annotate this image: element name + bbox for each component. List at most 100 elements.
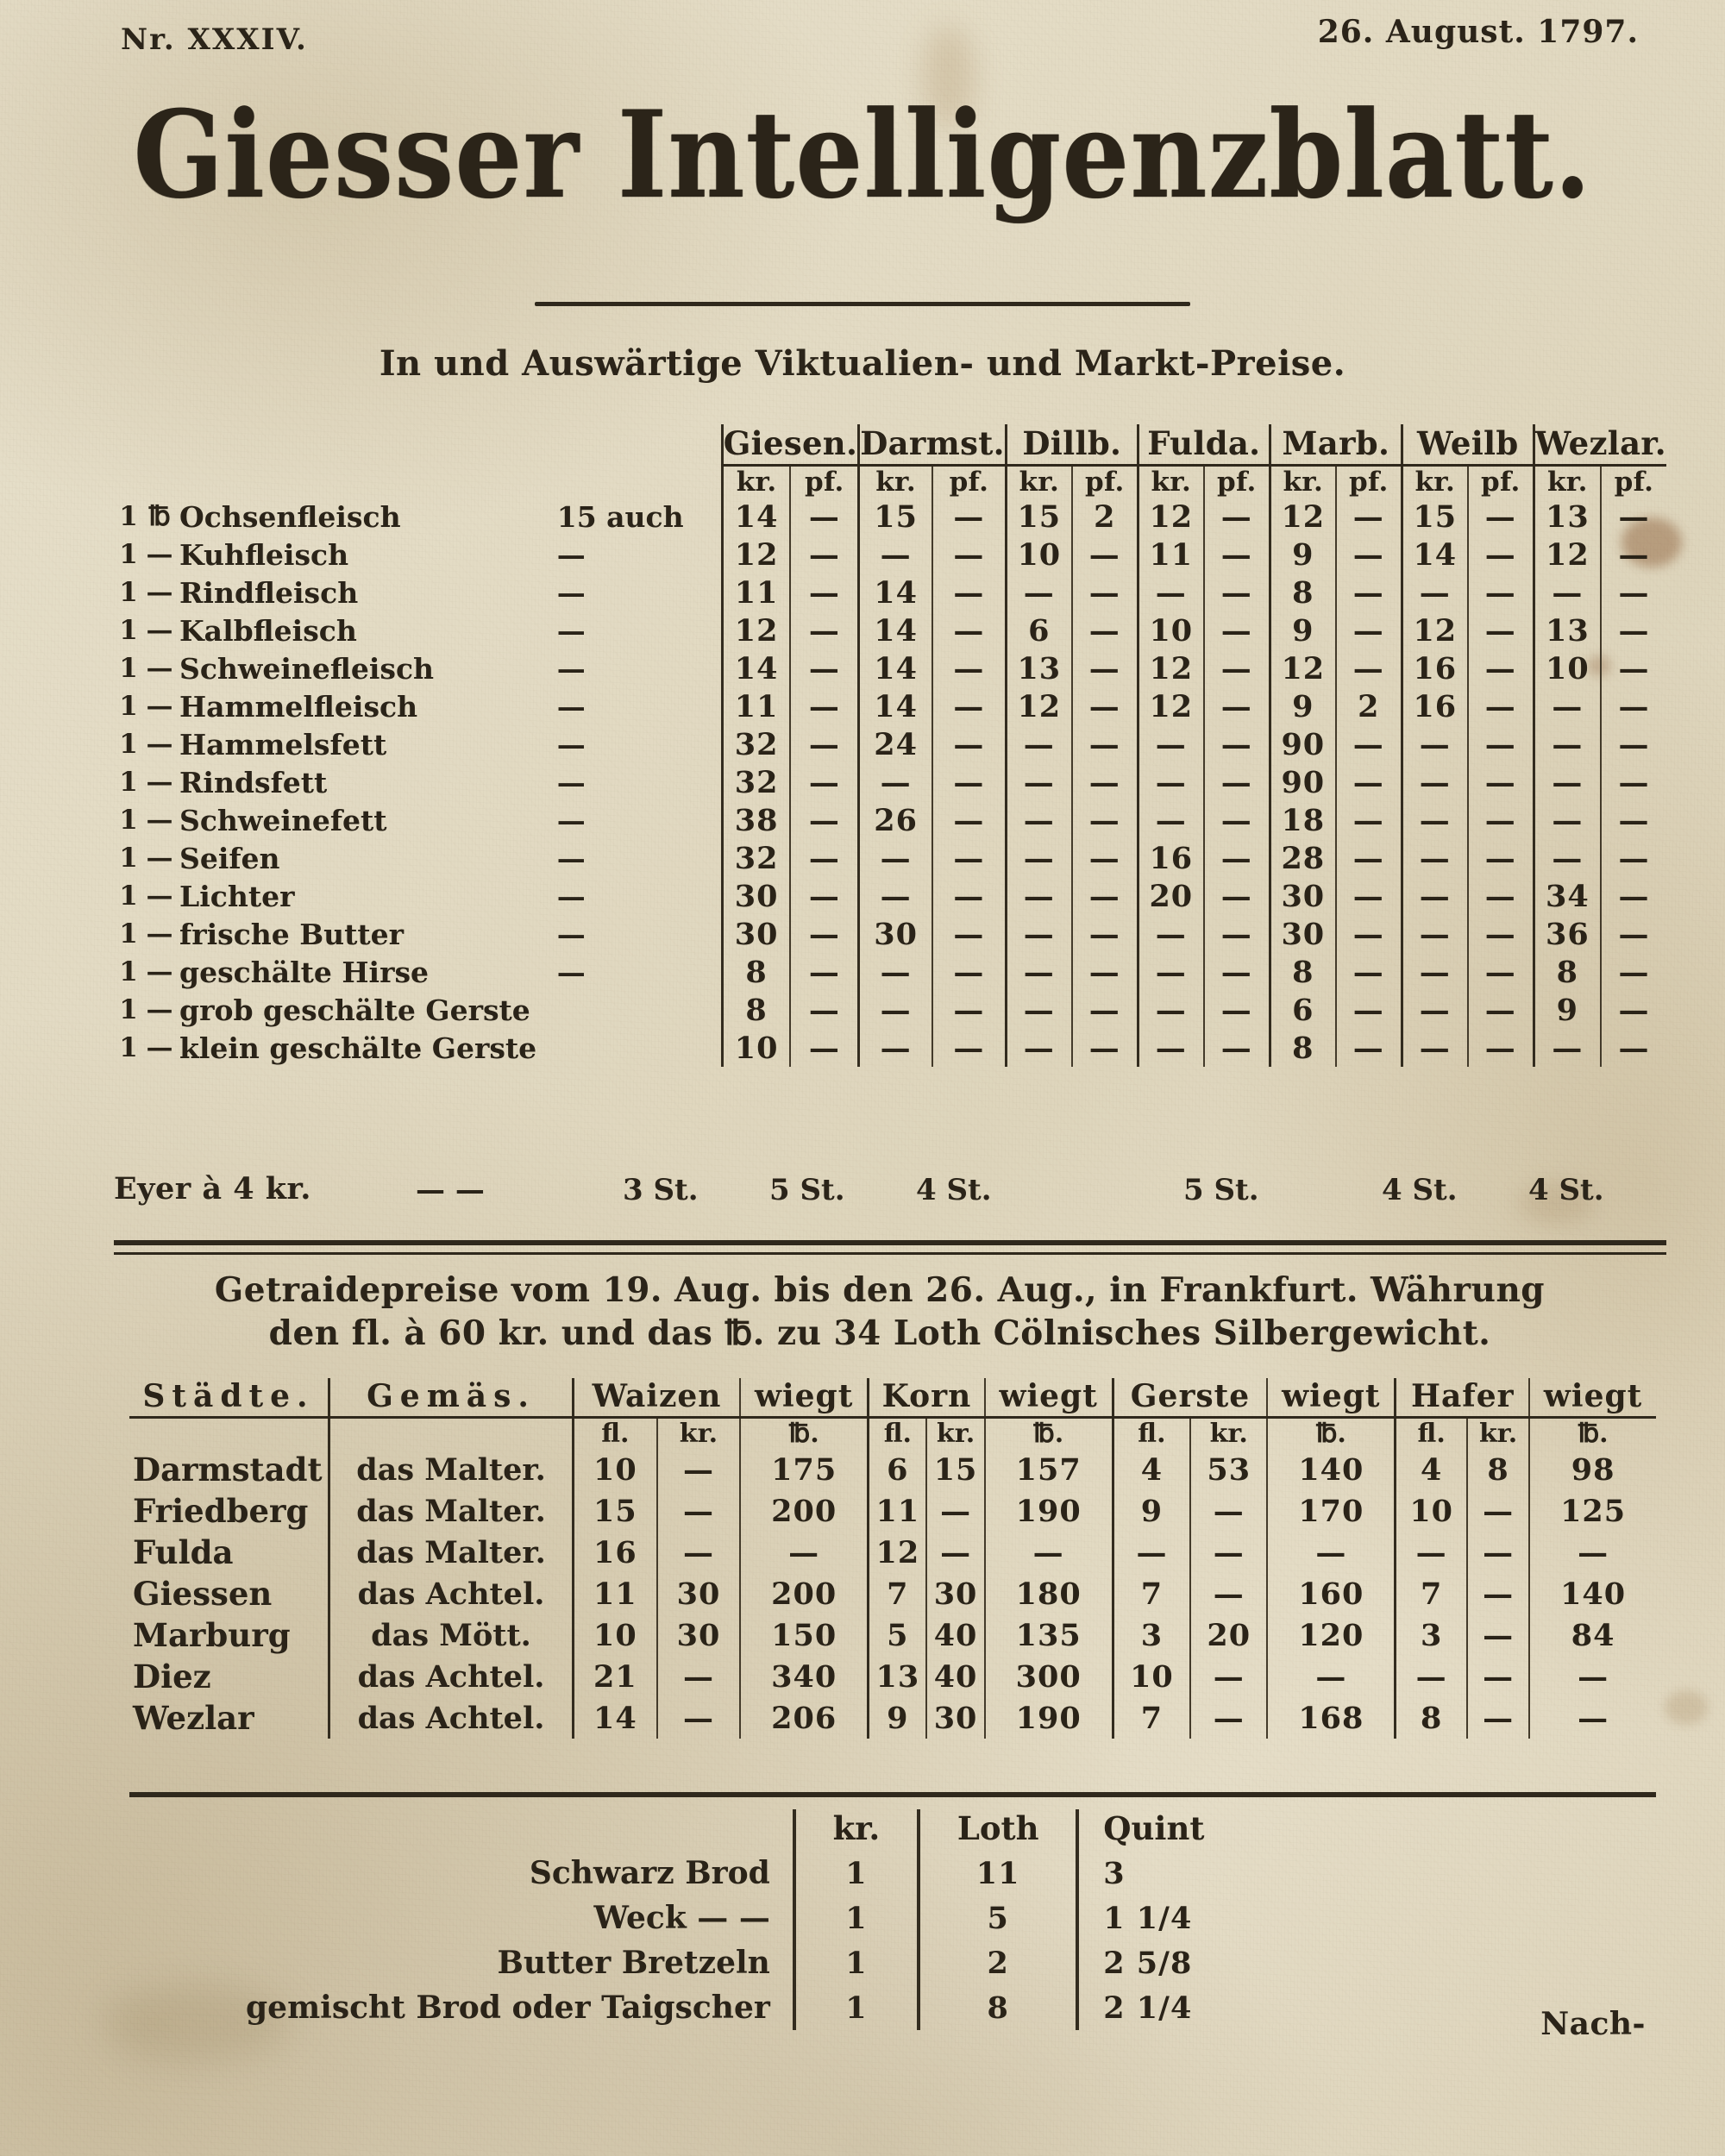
- victuals-cell-pf: —: [1599, 763, 1666, 801]
- subheader-fl: fl.: [1394, 1417, 1467, 1449]
- grain-row-city: Wezlar: [133, 1699, 254, 1737]
- victuals-cell-pf: —: [931, 991, 1007, 1029]
- bread-table-row: Schwarz Brod 1 11 3: [242, 1851, 1276, 1896]
- victuals-row-trailing-note: —: [556, 727, 586, 761]
- victuals-cell-kr: 13: [1004, 649, 1072, 687]
- grain-row-measure: das Achtel.: [328, 1573, 574, 1614]
- col-header-korn-wiegt: wiegt: [983, 1378, 1113, 1419]
- victuals-cell-kr: 6: [1268, 991, 1336, 1029]
- grain-table-row: Giessen das Achtel. 11 30 200 7 30 180 7—160 7—14…: [129, 1573, 1656, 1614]
- grain-cell-waizen-fl: 16: [571, 1532, 657, 1573]
- grain-cell-gerste-kr: 20: [1189, 1614, 1268, 1656]
- eggs-count-giesen: 3 St.: [623, 1173, 699, 1207]
- victuals-cell-pf: —: [789, 611, 859, 649]
- issue-number: Nr. XXXIV.: [121, 22, 308, 57]
- victuals-table: Giesen. Darmst. Dillb. Fulda. Marb. Weil…: [114, 424, 1666, 1067]
- eggs-dashes: — —: [416, 1173, 485, 1207]
- victuals-cell-kr: —: [1136, 953, 1204, 991]
- victuals-row-unit: —: [146, 956, 173, 987]
- grain-cell-gerste-fl: 7: [1111, 1573, 1191, 1614]
- victuals-row-quantity: 1: [119, 501, 138, 532]
- victuals-cell-kr: —: [1532, 573, 1601, 611]
- victuals-cell-kr: —: [1136, 915, 1204, 953]
- victuals-cell-pf: —: [1599, 573, 1666, 611]
- grain-cell-korn-kr: —: [925, 1532, 985, 1573]
- victuals-row-trailing-note: —: [556, 955, 586, 989]
- grain-cell-gerste-weight: 160: [1266, 1573, 1396, 1614]
- paper-stain: [104, 1984, 293, 2061]
- victuals-cell-kr: —: [1004, 801, 1072, 839]
- victuals-table-row: 1— Hammelsfett —32—24— — — — —90— — — — —: [114, 725, 1666, 763]
- victuals-cell-pf: —: [1070, 649, 1138, 687]
- victuals-cell-kr: —: [857, 1029, 932, 1067]
- spacer-cell: [114, 424, 722, 466]
- grain-cell-gerste-fl: 7: [1111, 1697, 1191, 1739]
- victuals-table-row: 1— Schweinefett —38—26— — — — —18— — — — —: [114, 801, 1666, 839]
- grain-cell-gerste-kr: 53: [1189, 1449, 1268, 1490]
- victuals-cell-pf: —: [1334, 649, 1402, 687]
- victuals-cell-pf: —: [789, 1029, 859, 1067]
- grain-cell-gerste-kr: —: [1189, 1697, 1268, 1739]
- grain-cell-waizen-kr: —: [656, 1697, 741, 1739]
- col-header-darmstadt: Darmst.: [857, 424, 1007, 467]
- victuals-cell-kr: 26: [857, 801, 932, 839]
- victuals-cell-kr: 10: [1532, 649, 1601, 687]
- bread-cell-loth: 8: [917, 1985, 1078, 2030]
- victuals-cell-kr: —: [1004, 991, 1072, 1029]
- victuals-cell-kr: 8: [720, 953, 791, 991]
- victuals-cell-pf: —: [1202, 611, 1270, 649]
- victuals-cell-pf: —: [1466, 611, 1534, 649]
- grain-cell-hafer-fl: 8: [1394, 1697, 1467, 1739]
- victuals-row-trailing-note: [557, 991, 723, 1029]
- grain-cell-gerste-fl: —: [1111, 1532, 1191, 1573]
- victuals-row-quantity: 1: [119, 615, 138, 646]
- victuals-cell-pf: —: [789, 573, 859, 611]
- victuals-row-quantity: 1: [119, 1032, 138, 1063]
- grain-row-measure: das Malter.: [328, 1532, 574, 1573]
- victuals-row-item-name: Kuhfleisch: [179, 537, 349, 572]
- victuals-cell-kr: 12: [1268, 649, 1336, 687]
- grain-cell-korn-kr: 40: [925, 1656, 985, 1697]
- victuals-cell-kr: 8: [1532, 953, 1601, 991]
- grain-cell-hafer-fl: 10: [1394, 1490, 1467, 1532]
- victuals-cell-pf: —: [1202, 991, 1270, 1029]
- victuals-row-item-name: Rindfleisch: [179, 575, 359, 610]
- eggs-count-darmstadt: 5 St.: [769, 1173, 845, 1207]
- victuals-cell-pf: —: [931, 839, 1007, 877]
- victuals-cell-kr: 18: [1268, 801, 1336, 839]
- grain-cell-korn-fl: 7: [867, 1573, 927, 1614]
- grain-cell-hafer-weight: 84: [1528, 1614, 1656, 1656]
- victuals-table-row: 1— grob geschälte Gerste 8— — — — — — —6— — —9—: [114, 991, 1666, 1029]
- victuals-cell-kr: 12: [1136, 498, 1204, 536]
- victuals-cell-pf: —: [789, 763, 859, 801]
- bread-cell-quint: 2 1/4: [1076, 1985, 1276, 2030]
- grain-cell-gerste-kr: —: [1189, 1656, 1268, 1697]
- victuals-table-row: 1— Seifen —32— — — — —16—28— — — — —: [114, 839, 1666, 877]
- victuals-table-wrapper: Giesen. Darmst. Dillb. Fulda. Marb. Weil…: [114, 424, 1666, 1067]
- victuals-row-trailing-note: —: [556, 537, 586, 572]
- victuals-cell-pf: —: [789, 725, 859, 763]
- grain-heading-line-2: den fl. à 60 kr. und das ℔. zu 34 Loth C…: [268, 1313, 1491, 1353]
- victuals-row-item-name: grob geschälte Gerste: [179, 993, 530, 1027]
- bread-table-head: kr. Loth Quint: [242, 1809, 1276, 1851]
- victuals-cell-kr: 90: [1268, 763, 1336, 801]
- victuals-cell-kr: 12: [1136, 687, 1204, 725]
- grain-cell-waizen-kr: 30: [656, 1614, 741, 1656]
- grain-cell-hafer-weight: 98: [1528, 1449, 1656, 1490]
- col-header-gerste-wiegt: wiegt: [1266, 1378, 1396, 1419]
- eggs-count-weilburg: 4 St.: [1382, 1173, 1458, 1207]
- grain-cell-gerste-weight: 168: [1266, 1697, 1396, 1739]
- grain-cell-hafer-fl: 4: [1394, 1449, 1467, 1490]
- grain-cell-gerste-weight: —: [1266, 1532, 1396, 1573]
- issue-date: 26. August. 1797.: [1317, 14, 1639, 50]
- section-divider-rule: [114, 1240, 1666, 1245]
- victuals-cell-kr: —: [857, 763, 932, 801]
- victuals-cell-kr: 15: [1004, 498, 1072, 536]
- victuals-row-item-name: Schweinefleisch: [179, 651, 435, 686]
- grain-cell-hafer-kr: —: [1465, 1490, 1530, 1532]
- victuals-cell-pf: —: [1599, 649, 1666, 687]
- victuals-cell-pf: —: [931, 536, 1007, 573]
- bread-table-row: Butter Bretzeln 1 2 2 5/8: [242, 1940, 1276, 1985]
- victuals-cell-pf: —: [1070, 536, 1138, 573]
- victuals-cell-kr: —: [1004, 915, 1072, 953]
